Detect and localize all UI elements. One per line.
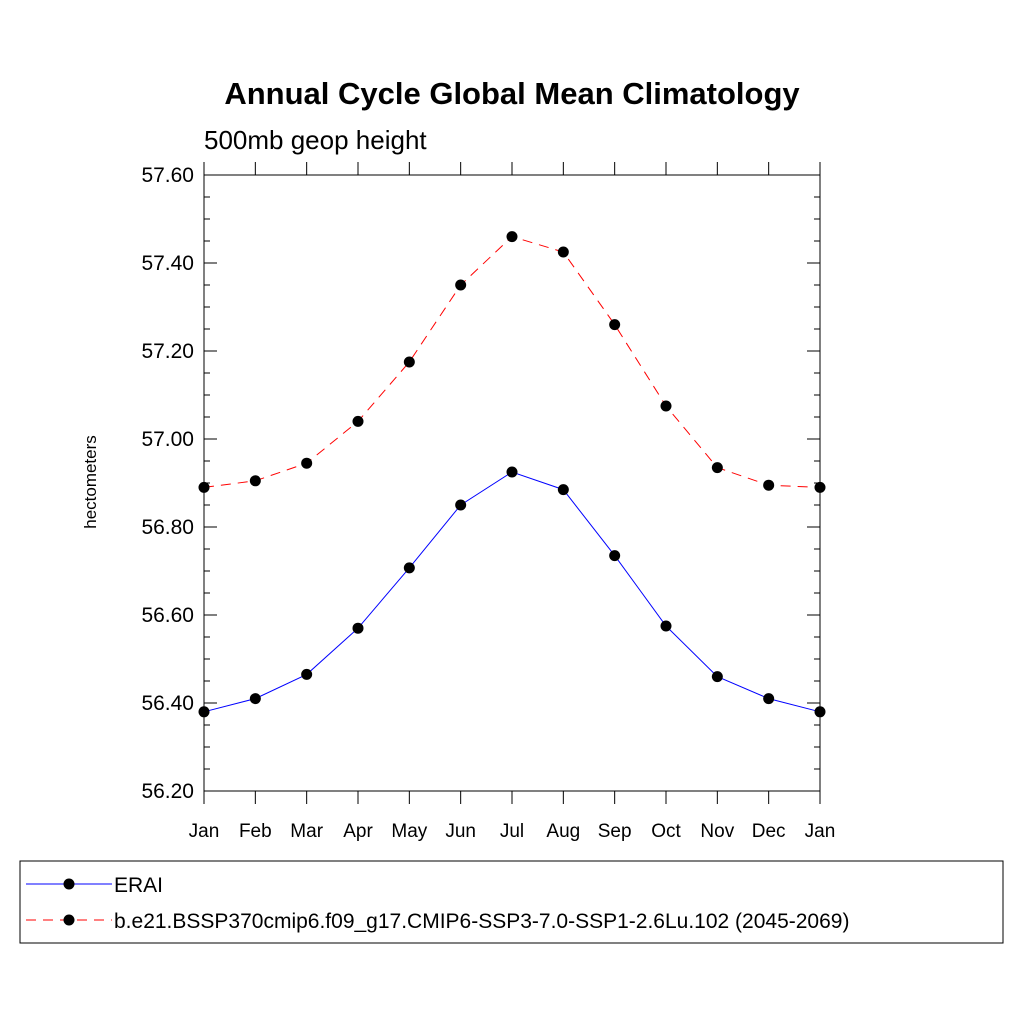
y-tick-label: 57.20 <box>141 340 194 363</box>
x-tick-label: Jan <box>805 821 836 842</box>
legend-marker <box>63 878 75 890</box>
x-tick-label: Nov <box>700 821 734 842</box>
chart-title: Annual Cycle Global Mean Climatology <box>224 76 800 111</box>
data-point <box>301 668 313 680</box>
y-tick-label: 56.80 <box>141 516 194 539</box>
data-point <box>557 484 569 496</box>
x-tick-label: Jun <box>445 821 476 842</box>
legend-label-1: b.e21.BSSP370cmip6.f09_g17.CMIP6-SSP3-7.… <box>114 910 849 933</box>
y-tick-label: 57.60 <box>141 164 194 187</box>
x-tick-label: Dec <box>752 821 786 842</box>
legend-label-0: ERAI <box>114 874 163 897</box>
y-axis-label: hectometers <box>81 435 100 529</box>
y-tick-label: 56.40 <box>141 692 194 715</box>
legend: ERAI b.e21.BSSP370cmip6.f09_g17.CMIP6-SSP… <box>26 874 849 933</box>
data-point <box>660 620 672 632</box>
x-tick-label: Sep <box>598 821 632 842</box>
series-layer <box>198 231 826 718</box>
x-tick-label: Jan <box>189 821 220 842</box>
data-point <box>557 246 569 258</box>
data-point <box>455 279 467 291</box>
data-point <box>814 706 826 718</box>
data-point <box>455 499 467 511</box>
data-point <box>506 231 518 243</box>
legend-box <box>19 860 1004 944</box>
x-tick-label: Jul <box>500 821 524 842</box>
series-line-1 <box>203 236 821 488</box>
y-tick-label: 56.20 <box>141 780 194 803</box>
chart-subtitle: 500mb geop height <box>204 125 427 155</box>
x-tick-label: Apr <box>343 821 373 842</box>
data-point <box>609 550 621 562</box>
data-point <box>711 671 723 683</box>
axis-ticks: 56.20 56.40 56.60 56.80 57.00 57.20 57.40 57.60… <box>141 162 835 842</box>
data-point <box>198 481 210 493</box>
data-point <box>352 415 364 427</box>
data-point <box>403 562 415 574</box>
y-tick-label: 57.00 <box>141 428 194 451</box>
data-point <box>301 457 313 469</box>
data-point <box>249 475 261 487</box>
plot-frame <box>203 174 821 792</box>
data-point <box>763 693 775 705</box>
x-tick-label: May <box>391 821 427 842</box>
x-tick-label: Mar <box>290 821 323 842</box>
data-point <box>403 356 415 368</box>
x-tick-label: Aug <box>546 821 580 842</box>
data-point <box>660 400 672 412</box>
data-point <box>609 319 621 331</box>
data-point <box>763 479 775 491</box>
y-tick-label: 57.40 <box>141 252 194 275</box>
data-point <box>249 693 261 705</box>
data-point <box>814 481 826 493</box>
legend-marker <box>63 914 75 926</box>
x-tick-label: Feb <box>239 821 272 842</box>
series-line-0 <box>203 471 821 713</box>
y-tick-label: 56.60 <box>141 604 194 627</box>
data-point <box>352 622 364 634</box>
data-point <box>711 462 723 474</box>
data-point <box>198 706 210 718</box>
data-point <box>506 466 518 478</box>
x-tick-label: Oct <box>651 821 681 842</box>
